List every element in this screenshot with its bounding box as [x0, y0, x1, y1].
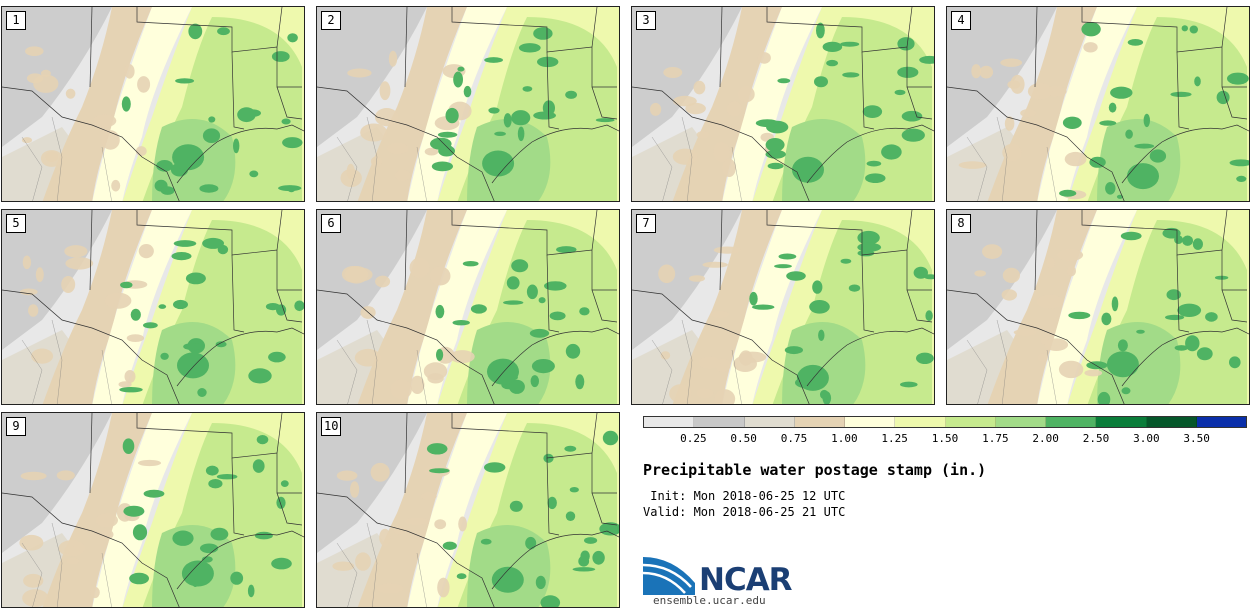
stamp-panel-6: 6 — [316, 209, 620, 405]
panel-label: 7 — [636, 214, 656, 233]
colorbar-segment — [1046, 417, 1097, 427]
colorbar-tick-label: 2.50 — [1082, 432, 1110, 445]
panel-label: 8 — [951, 214, 971, 233]
colorbar-tick-label: 3.00 — [1133, 432, 1160, 445]
colorbar-segment — [995, 417, 1046, 427]
site-url: ensemble.ucar.edu — [653, 594, 766, 607]
panel-label: 5 — [6, 214, 26, 233]
panel-label: 2 — [321, 11, 341, 30]
colorbar-tick-label: 0.50 — [730, 432, 757, 445]
colorbar-segment — [694, 417, 745, 427]
colorbar-segment — [945, 417, 996, 427]
colorbar-tick-label: 0.75 — [780, 432, 808, 445]
stamp-panel-9: 9 — [1, 412, 305, 608]
stamp-panel-10: 10 — [316, 412, 620, 608]
ncar-logo-icon — [643, 557, 695, 595]
colorbar — [643, 416, 1247, 428]
ncar-logo-text: NCAR — [699, 562, 793, 598]
colorbar-segment — [1096, 417, 1147, 427]
stamp-panel-3: 3 — [631, 6, 935, 202]
colorbar-tick-label: 0.25 — [680, 432, 707, 445]
stamp-panel-5: 5 — [1, 209, 305, 405]
colorbar-segment — [1196, 417, 1246, 427]
colorbar-tick-label: 1.25 — [881, 432, 908, 445]
colorbar-tick-label: 1.00 — [831, 432, 858, 445]
panel-label: 9 — [6, 417, 26, 436]
colorbar-segment — [794, 417, 845, 427]
panel-label: 1 — [6, 11, 26, 30]
panel-label: 4 — [951, 11, 971, 30]
init-time: Init: Mon 2018-06-25 12 UTC — [643, 489, 846, 503]
colorbar-segment — [744, 417, 795, 427]
colorbar-tick-label: 2.00 — [1032, 432, 1059, 445]
colorbar-segment — [845, 417, 896, 427]
colorbar-segment — [644, 417, 695, 427]
stamp-panel-4: 4 — [946, 6, 1250, 202]
colorbar-tick-label: 3.50 — [1183, 432, 1210, 445]
stamp-panel-2: 2 — [316, 6, 620, 202]
panel-label: 6 — [321, 214, 341, 233]
valid-time: Valid: Mon 2018-06-25 21 UTC — [643, 505, 846, 519]
panel-label: 10 — [321, 417, 342, 436]
panel-label: 3 — [636, 11, 656, 30]
stamp-panel-8: 8 — [946, 209, 1250, 405]
stamp-panel-1: 1 — [1, 6, 305, 202]
colorbar-segment — [895, 417, 946, 427]
colorbar-segment — [1146, 417, 1197, 427]
stamp-panel-7: 7 — [631, 209, 935, 405]
colorbar-tick-label: 1.50 — [931, 432, 959, 445]
colorbar-tick-label: 1.75 — [982, 432, 1009, 445]
figure-title: Precipitable water postage stamp (in.) — [643, 461, 987, 479]
